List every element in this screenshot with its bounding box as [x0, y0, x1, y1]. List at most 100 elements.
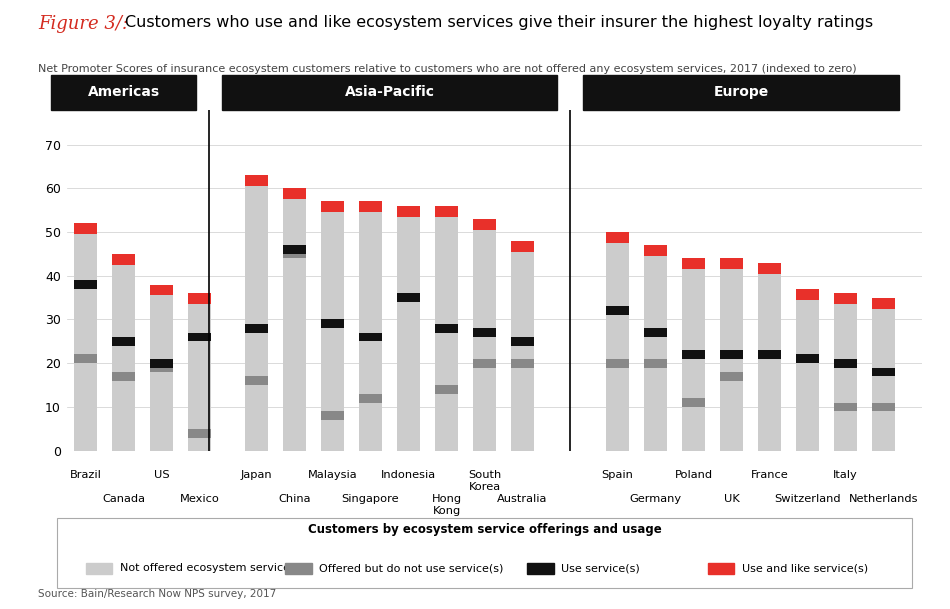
- Bar: [245, 175, 268, 186]
- Text: Europe: Europe: [713, 85, 769, 99]
- Bar: [74, 280, 97, 289]
- Bar: [435, 385, 458, 394]
- Bar: [188, 429, 211, 437]
- Bar: [872, 298, 895, 309]
- Bar: [283, 250, 306, 258]
- Text: Poland: Poland: [674, 470, 712, 481]
- Text: UK: UK: [724, 495, 739, 504]
- Bar: [51, 75, 196, 110]
- Bar: [796, 289, 819, 300]
- Bar: [834, 294, 857, 451]
- Bar: [188, 333, 211, 342]
- Bar: [359, 394, 382, 403]
- Text: Hong
Kong: Hong Kong: [431, 495, 462, 516]
- Bar: [112, 254, 135, 451]
- Text: Malaysia: Malaysia: [308, 470, 357, 481]
- Bar: [150, 284, 173, 451]
- Bar: [359, 202, 382, 451]
- Text: Spain: Spain: [601, 470, 634, 481]
- Bar: [834, 294, 857, 304]
- Text: France: France: [750, 470, 788, 481]
- Text: South
Korea: South Korea: [467, 470, 502, 492]
- Bar: [796, 289, 819, 451]
- Text: Not offered ecosystem services: Not offered ecosystem services: [120, 563, 295, 573]
- Bar: [834, 359, 857, 368]
- Bar: [758, 350, 781, 359]
- Bar: [74, 354, 97, 363]
- Text: Australia: Australia: [497, 495, 548, 504]
- Bar: [245, 175, 268, 451]
- Text: Customers by ecosystem service offerings and usage: Customers by ecosystem service offerings…: [308, 523, 661, 535]
- Bar: [473, 219, 496, 451]
- Bar: [150, 359, 173, 368]
- Bar: [283, 188, 306, 199]
- Bar: [359, 202, 382, 213]
- Bar: [511, 241, 534, 252]
- Bar: [720, 258, 743, 269]
- Bar: [321, 411, 344, 420]
- Text: Italy: Italy: [833, 470, 858, 481]
- Bar: [511, 241, 534, 451]
- Bar: [644, 359, 667, 368]
- Bar: [74, 224, 97, 451]
- Text: US: US: [154, 470, 169, 481]
- Bar: [112, 372, 135, 381]
- Bar: [583, 75, 899, 110]
- Bar: [720, 258, 743, 451]
- Bar: [644, 328, 667, 337]
- Bar: [511, 359, 534, 368]
- Bar: [644, 245, 667, 256]
- Bar: [606, 306, 629, 315]
- Bar: [758, 262, 781, 451]
- Bar: [112, 337, 135, 346]
- Bar: [606, 232, 629, 243]
- Text: China: China: [278, 495, 311, 504]
- Text: Offered but do not use service(s): Offered but do not use service(s): [319, 563, 504, 573]
- Text: Netherlands: Netherlands: [848, 495, 919, 504]
- Bar: [511, 337, 534, 346]
- Bar: [245, 324, 268, 333]
- Bar: [321, 202, 344, 213]
- Bar: [872, 298, 895, 451]
- Bar: [606, 359, 629, 368]
- Text: Canada: Canada: [102, 495, 145, 504]
- Text: Mexico: Mexico: [180, 495, 219, 504]
- Text: Figure 3/:: Figure 3/:: [38, 15, 128, 33]
- Bar: [682, 398, 705, 407]
- Bar: [435, 206, 458, 217]
- Bar: [397, 206, 420, 217]
- Bar: [758, 262, 781, 273]
- Bar: [834, 403, 857, 411]
- Bar: [321, 320, 344, 328]
- Bar: [74, 224, 97, 234]
- Bar: [682, 258, 705, 269]
- Bar: [283, 188, 306, 451]
- Text: Japan: Japan: [240, 470, 273, 481]
- Bar: [397, 294, 420, 302]
- Bar: [473, 359, 496, 368]
- Bar: [397, 206, 420, 451]
- Bar: [682, 350, 705, 359]
- Bar: [720, 372, 743, 381]
- Bar: [188, 294, 211, 304]
- Text: Use service(s): Use service(s): [561, 563, 640, 573]
- Bar: [606, 232, 629, 451]
- Text: Singapore: Singapore: [342, 495, 399, 504]
- Bar: [112, 254, 135, 265]
- Text: Switzerland: Switzerland: [774, 495, 841, 504]
- Bar: [473, 219, 496, 230]
- Bar: [188, 294, 211, 451]
- Bar: [682, 258, 705, 451]
- Text: Asia-Pacific: Asia-Pacific: [345, 85, 434, 99]
- Bar: [222, 75, 557, 110]
- Bar: [359, 333, 382, 342]
- Bar: [283, 245, 306, 254]
- Bar: [150, 284, 173, 295]
- Text: Germany: Germany: [630, 495, 681, 504]
- Bar: [872, 368, 895, 376]
- Bar: [473, 328, 496, 337]
- Text: Source: Bain/Research Now NPS survey, 2017: Source: Bain/Research Now NPS survey, 20…: [38, 590, 276, 599]
- Bar: [720, 350, 743, 359]
- Text: Americas: Americas: [87, 85, 160, 99]
- Bar: [644, 245, 667, 451]
